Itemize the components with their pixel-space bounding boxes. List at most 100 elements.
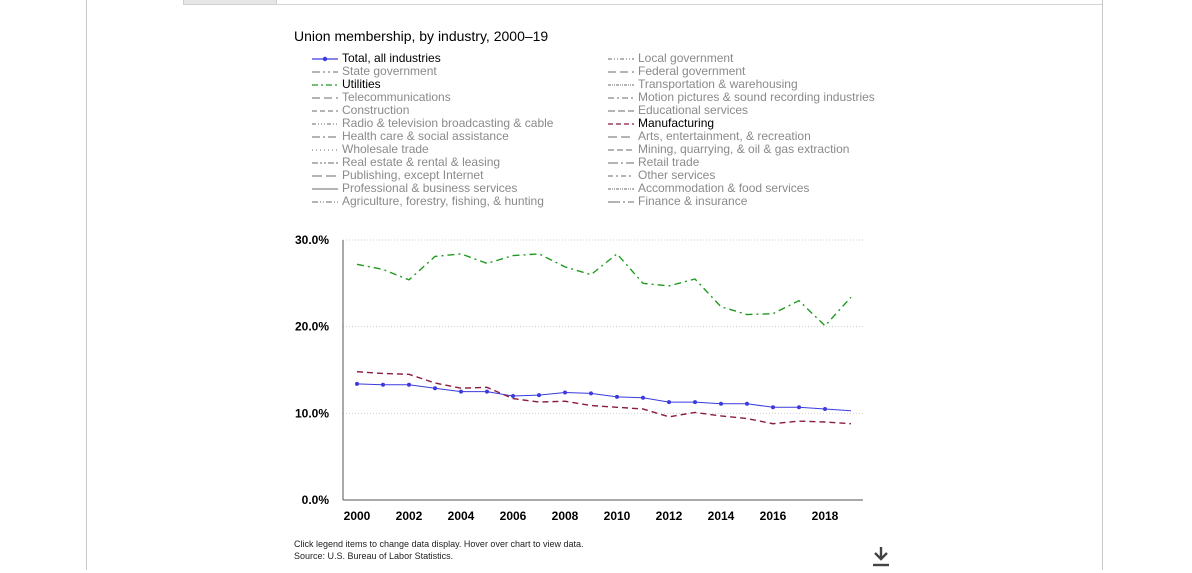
legend-label: Finance & insurance bbox=[638, 194, 748, 208]
chart-instructions: Click legend items to change data displa… bbox=[294, 539, 584, 549]
legend-item[interactable]: Arts, entertainment, & recreation bbox=[608, 130, 811, 143]
x-tick-label: 2016 bbox=[760, 509, 787, 523]
download-button[interactable] bbox=[870, 544, 892, 568]
legend-label: Real estate & rental & leasing bbox=[342, 155, 501, 169]
y-tick-label: 30.0% bbox=[295, 233, 329, 247]
legend-swatch bbox=[312, 200, 338, 203]
x-tick-label: 2008 bbox=[552, 509, 579, 523]
legend-item[interactable]: Retail trade bbox=[608, 156, 699, 169]
data-point[interactable] bbox=[667, 400, 671, 405]
x-tick-label: 2012 bbox=[656, 509, 683, 523]
legend-swatch bbox=[608, 148, 634, 151]
legend-item[interactable]: Educational services bbox=[608, 104, 748, 117]
data-point[interactable] bbox=[563, 390, 567, 395]
legend-swatch bbox=[312, 70, 338, 73]
legend-item[interactable]: Real estate & rental & leasing bbox=[312, 156, 500, 169]
legend-swatch bbox=[608, 57, 634, 60]
legend-item[interactable]: Finance & insurance bbox=[608, 195, 747, 208]
legend-label: Publishing, except Internet bbox=[342, 168, 484, 182]
legend-item[interactable]: State government bbox=[312, 65, 437, 78]
legend-item[interactable]: Federal government bbox=[608, 65, 745, 78]
legend-label: Federal government bbox=[638, 64, 746, 78]
legend-label: Motion pictures & sound recording indust… bbox=[638, 90, 875, 104]
legend-item[interactable]: Telecommunications bbox=[312, 91, 451, 104]
legend-label: Construction bbox=[342, 103, 410, 117]
data-point[interactable] bbox=[381, 382, 385, 387]
y-tick-label: 20.0% bbox=[295, 320, 329, 334]
legend-item[interactable]: Construction bbox=[312, 104, 409, 117]
legend-swatch bbox=[312, 109, 338, 112]
x-tick-label: 2018 bbox=[812, 509, 839, 523]
legend-swatch bbox=[312, 187, 338, 190]
legend-item[interactable]: Health care & social assistance bbox=[312, 130, 509, 143]
legend-item[interactable]: Agriculture, forestry, fishing, & huntin… bbox=[312, 195, 544, 208]
x-tick-label: 2002 bbox=[396, 509, 423, 523]
legend-label: Total, all industries bbox=[342, 51, 441, 65]
legend-swatch bbox=[608, 200, 634, 203]
legend-item[interactable]: Manufacturing bbox=[608, 117, 714, 130]
legend-label: Radio & television broadcasting & cable bbox=[342, 116, 554, 130]
data-point[interactable] bbox=[459, 389, 463, 394]
legend-swatch bbox=[608, 96, 634, 99]
legend-item[interactable]: Motion pictures & sound recording indust… bbox=[608, 91, 875, 104]
legend-label: State government bbox=[342, 64, 437, 78]
legend-label: Telecommunications bbox=[342, 90, 451, 104]
legend-item[interactable]: Utilities bbox=[312, 78, 381, 91]
legend-label: Mining, quarrying, & oil & gas extractio… bbox=[638, 142, 850, 156]
data-point[interactable] bbox=[797, 405, 801, 410]
data-point[interactable] bbox=[615, 394, 619, 399]
data-point[interactable] bbox=[407, 382, 411, 387]
series-line[interactable] bbox=[356, 383, 852, 412]
legend-item[interactable]: Total, all industries bbox=[312, 52, 441, 65]
legend-label: Arts, entertainment, & recreation bbox=[638, 129, 811, 143]
data-point[interactable] bbox=[485, 389, 489, 394]
legend-item[interactable]: Wholesale trade bbox=[312, 143, 429, 156]
legend-item[interactable]: Radio & television broadcasting & cable bbox=[312, 117, 553, 130]
data-point[interactable] bbox=[511, 394, 515, 398]
data-point[interactable] bbox=[589, 391, 593, 396]
data-point[interactable] bbox=[693, 400, 697, 405]
data-point[interactable] bbox=[719, 401, 723, 406]
top-divider bbox=[275, 4, 1102, 5]
legend-item[interactable]: Local government bbox=[608, 52, 733, 65]
legend-swatch bbox=[608, 109, 634, 112]
x-tick-label: 2000 bbox=[344, 509, 371, 523]
data-point[interactable] bbox=[823, 407, 827, 411]
data-point[interactable] bbox=[355, 381, 359, 386]
legend-item[interactable]: Accommodation & food services bbox=[608, 182, 809, 195]
x-tick-label: 2006 bbox=[500, 509, 527, 523]
series-line[interactable] bbox=[356, 371, 852, 425]
legend-swatch bbox=[312, 83, 338, 86]
x-tick-label: 2004 bbox=[448, 509, 475, 523]
data-point[interactable] bbox=[745, 401, 749, 406]
legend-item[interactable]: Transportation & warehousing bbox=[608, 78, 798, 91]
legend-swatch bbox=[312, 56, 338, 61]
data-point[interactable] bbox=[641, 395, 645, 400]
legend-swatch bbox=[608, 135, 634, 138]
legend-swatch bbox=[608, 83, 634, 86]
legend-item[interactable]: Professional & business services bbox=[312, 182, 517, 195]
data-point[interactable] bbox=[771, 405, 775, 410]
legend-item[interactable]: Other services bbox=[608, 169, 715, 182]
data-point[interactable] bbox=[433, 386, 437, 391]
legend-swatch bbox=[312, 122, 338, 125]
legend-label: Other services bbox=[638, 168, 716, 182]
legend-label: Agriculture, forestry, fishing, & huntin… bbox=[342, 194, 544, 208]
legend-swatch bbox=[312, 148, 338, 151]
legend-label: Accommodation & food services bbox=[638, 181, 810, 195]
series-line[interactable] bbox=[356, 252, 852, 327]
chart-source: Source: U.S. Bureau of Labor Statistics. bbox=[294, 551, 454, 561]
chart-title: Union membership, by industry, 2000–19 bbox=[294, 28, 549, 44]
top-tab[interactable] bbox=[183, 0, 277, 5]
legend-swatch bbox=[312, 161, 338, 164]
legend-item[interactable]: Mining, quarrying, & oil & gas extractio… bbox=[608, 143, 849, 156]
legend-label: Wholesale trade bbox=[342, 142, 429, 156]
data-point[interactable] bbox=[537, 393, 541, 398]
legend-swatch bbox=[312, 174, 338, 177]
legend-swatch bbox=[608, 174, 634, 177]
legend-swatch bbox=[312, 96, 338, 99]
x-tick-label: 2014 bbox=[708, 509, 735, 523]
y-tick-label: 0.0% bbox=[302, 493, 330, 507]
legend-item[interactable]: Publishing, except Internet bbox=[312, 169, 483, 182]
